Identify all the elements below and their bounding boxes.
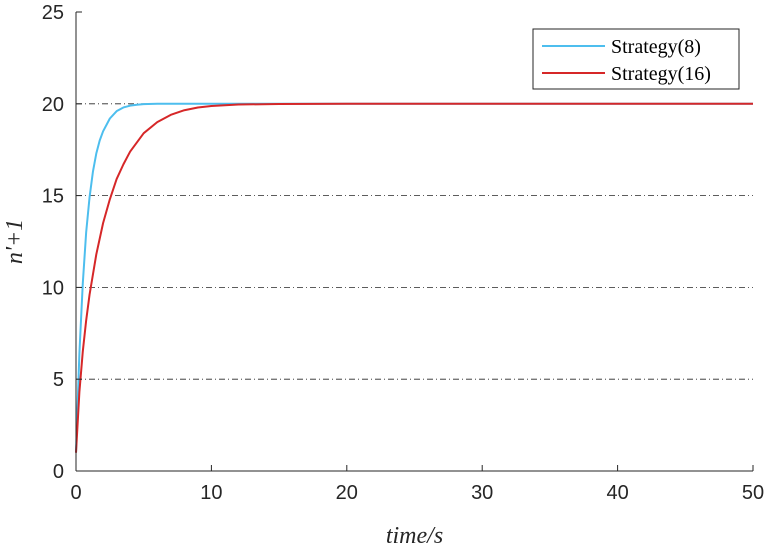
x-tick-label-20: 20 <box>336 482 358 504</box>
x-axis-label: time/s <box>386 523 443 548</box>
y-tick-label-10: 10 <box>42 277 64 299</box>
y-tick-label-5: 5 <box>53 369 64 391</box>
x-tick-label-10: 10 <box>200 482 222 504</box>
y-tick-label-25: 25 <box>42 2 64 24</box>
series-line-1 <box>75 102 753 453</box>
series-lines <box>75 102 753 453</box>
y-axis-label: n'+1 <box>2 219 28 264</box>
x-tick-label-0: 0 <box>70 482 81 504</box>
legend-box <box>532 28 740 90</box>
tick-labels: 0 10 20 30 40 50 0 5 10 15 20 25 <box>42 2 764 504</box>
y-tick-label-20: 20 <box>42 94 64 116</box>
legend-label-1: Strategy(8) <box>611 36 701 58</box>
x-tick-label-40: 40 <box>606 482 628 504</box>
x-tick-label-50: 50 <box>742 482 764 504</box>
x-tick-label-30: 30 <box>471 482 493 504</box>
grid-lines <box>76 103 753 380</box>
y-tick-label-15: 15 <box>42 186 64 208</box>
legend: Strategy(8) Strategy(16) <box>532 28 740 90</box>
series-line-2 <box>75 102 753 453</box>
legend-label-2: Strategy(16) <box>611 63 711 85</box>
axes <box>75 11 754 472</box>
y-tick-label-0: 0 <box>53 461 64 483</box>
